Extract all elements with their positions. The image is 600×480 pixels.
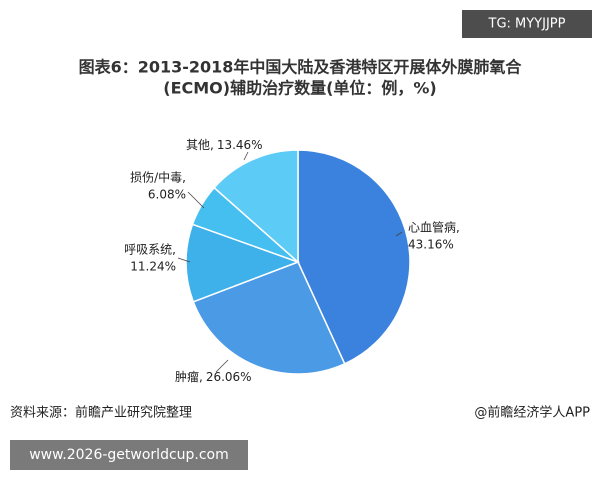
slice-label: 心血管病, — [408, 220, 460, 235]
value-label: 43.16% — [408, 238, 454, 252]
leader-line — [187, 191, 205, 209]
leader-line — [243, 151, 249, 161]
pie — [185, 149, 411, 375]
pie-slice — [297, 149, 411, 365]
slice-label: 呼吸系统, — [124, 243, 176, 257]
slice-label-group: 其他, 13.46% — [186, 138, 263, 152]
slice-label: 肿瘤, — [175, 369, 203, 384]
value-label: 13.46% — [217, 138, 263, 152]
slice-label-group: 肿瘤, 26.06% — [175, 369, 252, 384]
leader-line — [177, 257, 191, 263]
pie-slice — [192, 261, 346, 375]
value-label: 6.08% — [148, 188, 186, 202]
leader-line — [395, 231, 403, 237]
leader-line — [215, 359, 229, 373]
slice-label: 其他, — [186, 138, 214, 152]
value-label: 26.06% — [206, 370, 252, 384]
chart-title: 图表6：2013-2018年中国大陆及香港特区开展体外膜肺氧合 — [79, 58, 523, 77]
value-label: 11.24% — [130, 260, 176, 274]
source: 资料来源：前瞻产业研究院整理 — [10, 405, 192, 421]
brand: @前瞻经济学人APP — [474, 405, 590, 421]
chart-title: (ECMO)辅助治疗数量(单位：例，%) — [163, 79, 436, 98]
slice-label: 损伤/中毒, — [130, 170, 186, 185]
badge-box — [462, 10, 592, 38]
url: www.2026-getworldcup.com — [29, 447, 229, 463]
pie-slice — [213, 149, 299, 264]
pie-slice — [185, 223, 301, 303]
url-box — [10, 440, 248, 470]
badge: TG: MYYJJPP — [488, 17, 566, 32]
